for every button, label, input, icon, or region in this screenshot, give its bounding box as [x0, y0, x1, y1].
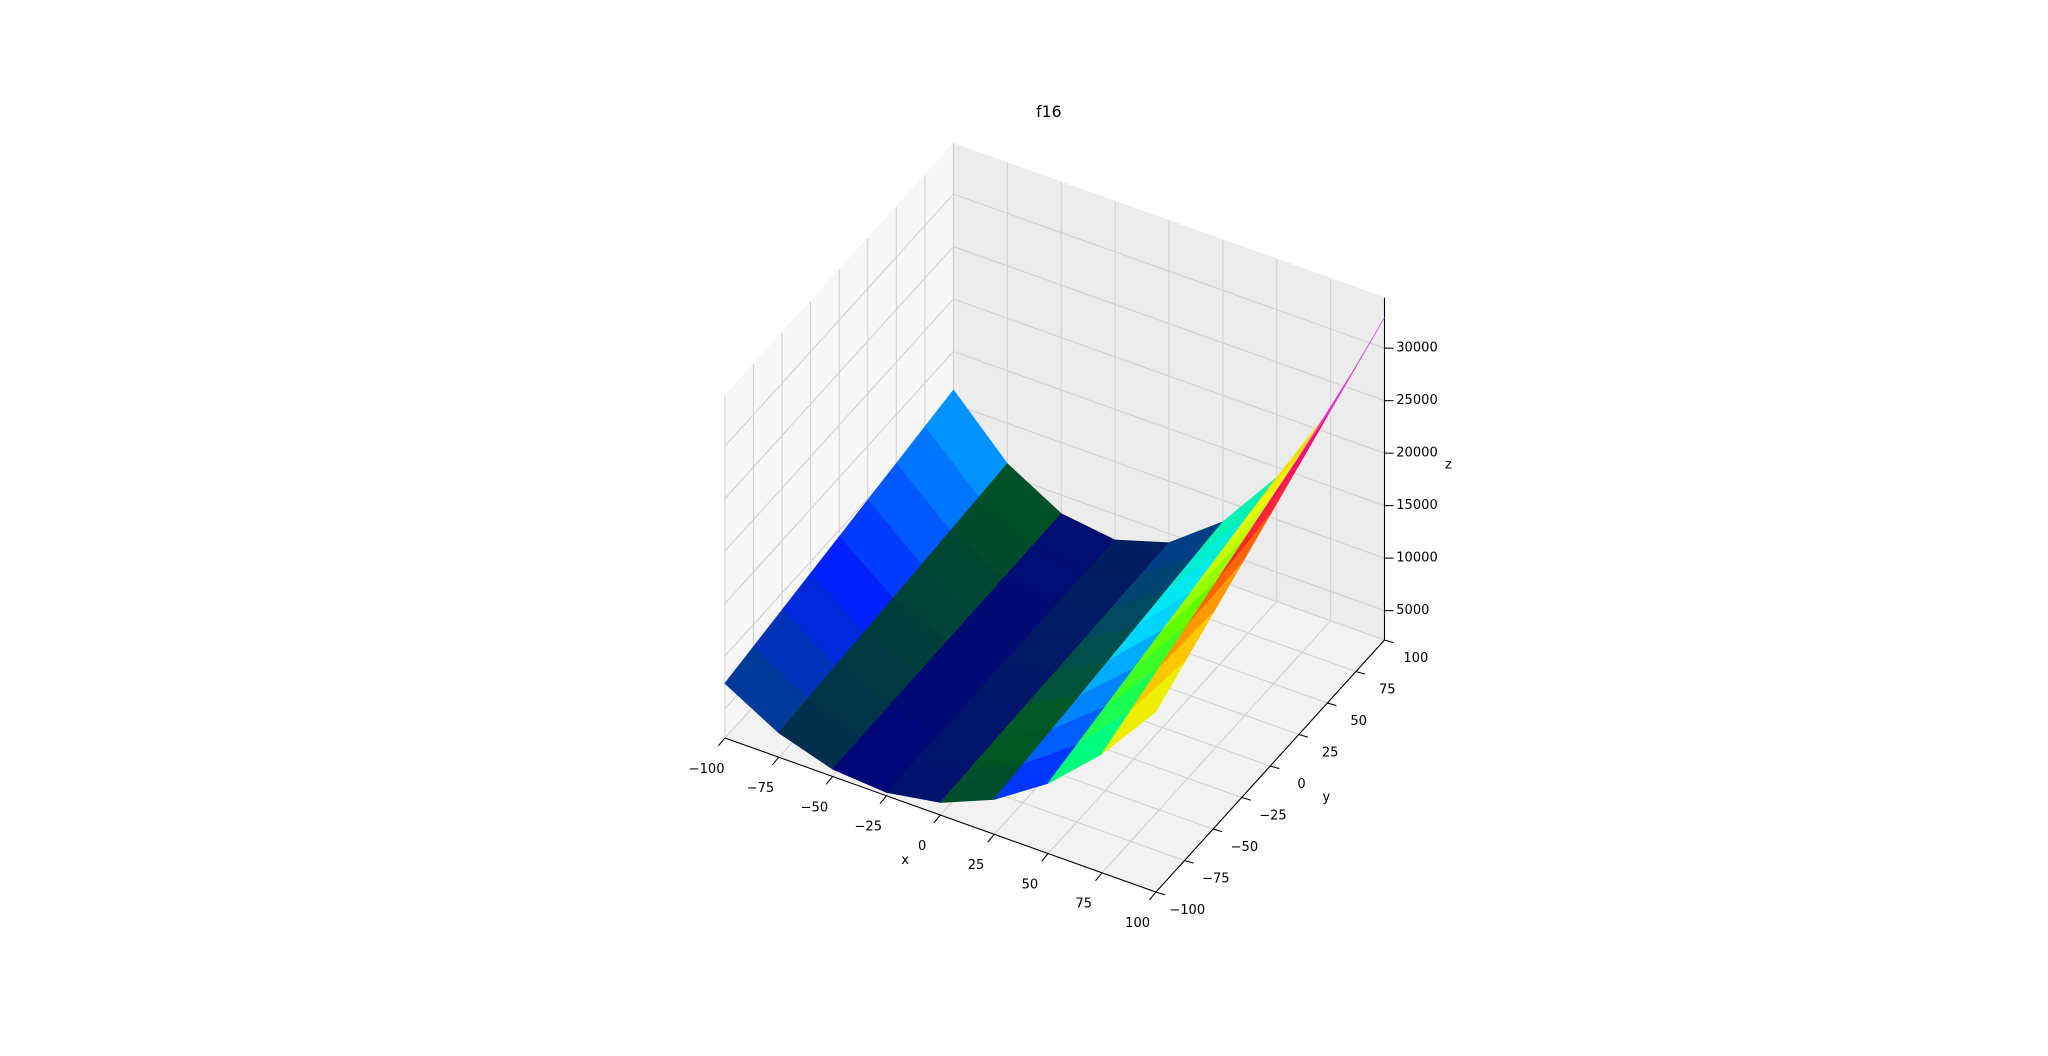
- tick-mark: [1384, 639, 1394, 644]
- tick-mark: [825, 776, 834, 785]
- grid-line: [953, 403, 1385, 559]
- tick-mark: [1041, 853, 1049, 862]
- x-tick-label: 50: [1022, 877, 1039, 892]
- z-tick-label: 10000: [1396, 551, 1438, 566]
- x-tick-label: −25: [854, 820, 882, 835]
- tick-mark: [1270, 765, 1280, 770]
- tick-mark: [1298, 734, 1309, 738]
- tick-mark: [1184, 860, 1194, 864]
- y-tick-label: −25: [1259, 808, 1287, 823]
- x-tick-label: 0: [918, 839, 926, 854]
- y-tick-label: −100: [1169, 903, 1205, 918]
- y-tick-label: 25: [1322, 745, 1339, 760]
- tick-mark: [987, 833, 995, 843]
- x-tick-label: 100: [1125, 916, 1150, 931]
- tick-mark: [771, 756, 780, 766]
- chart-title: f16: [1036, 102, 1061, 121]
- tick-mark: [1095, 872, 1103, 881]
- tick-mark: [1212, 828, 1223, 833]
- tick-mark: [879, 795, 887, 804]
- grid-line: [953, 246, 1385, 402]
- tick-mark: [1355, 671, 1366, 675]
- grid-line: [724, 246, 954, 499]
- z-tick-label: 15000: [1396, 498, 1438, 513]
- grid-line: [724, 193, 954, 447]
- x-tick-label: 75: [1075, 897, 1092, 912]
- grid-line: [724, 298, 954, 552]
- x-tick-label: 25: [968, 858, 985, 873]
- tick-mark: [1241, 797, 1251, 801]
- z-tick-label: 5000: [1396, 603, 1429, 618]
- y-tick-label: 0: [1297, 777, 1305, 792]
- axis-line: [1155, 639, 1385, 893]
- z-tick-label: 20000: [1396, 446, 1438, 461]
- y-tick-label: −75: [1202, 871, 1230, 886]
- axis-line: [724, 737, 1157, 893]
- tick-mark: [1148, 891, 1157, 901]
- x-axis-label: x: [901, 853, 909, 868]
- grid-line: [953, 298, 1385, 454]
- y-tick-label: 100: [1403, 651, 1428, 666]
- x-tick-label: −75: [747, 781, 775, 796]
- tick-mark: [1327, 702, 1337, 707]
- y-axis-label: y: [1323, 790, 1331, 805]
- y-tick-label: 50: [1350, 714, 1367, 729]
- z-tick-label: 30000: [1396, 341, 1438, 356]
- y-tick-label: 75: [1379, 682, 1396, 697]
- tick-mark: [1155, 891, 1166, 896]
- tick-mark: [717, 737, 726, 747]
- x-tick-label: −50: [801, 800, 829, 815]
- z-axis-label: z: [1445, 457, 1452, 472]
- y-tick-label: −50: [1231, 840, 1259, 855]
- surface-patch: [1101, 661, 1185, 755]
- z-tick-label: 25000: [1396, 393, 1438, 408]
- x-tick-label: −100: [689, 762, 725, 777]
- tick-mark: [933, 814, 941, 824]
- grid-line: [953, 351, 1385, 507]
- grid-line: [953, 193, 1385, 349]
- grid-line: [724, 351, 954, 604]
